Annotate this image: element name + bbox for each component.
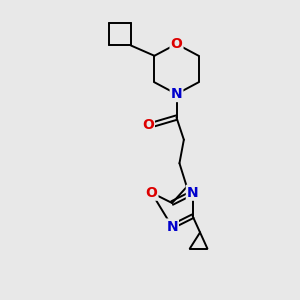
Text: N: N: [171, 87, 182, 101]
Text: O: O: [171, 37, 182, 51]
Text: O: O: [146, 186, 158, 200]
Text: N: N: [187, 186, 199, 200]
Text: O: O: [142, 118, 154, 132]
Text: N: N: [166, 220, 178, 234]
